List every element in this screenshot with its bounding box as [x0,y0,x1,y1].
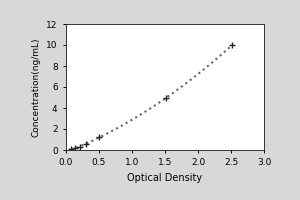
X-axis label: Optical Density: Optical Density [128,173,202,183]
Y-axis label: Concentration(ng/mL): Concentration(ng/mL) [32,37,40,137]
